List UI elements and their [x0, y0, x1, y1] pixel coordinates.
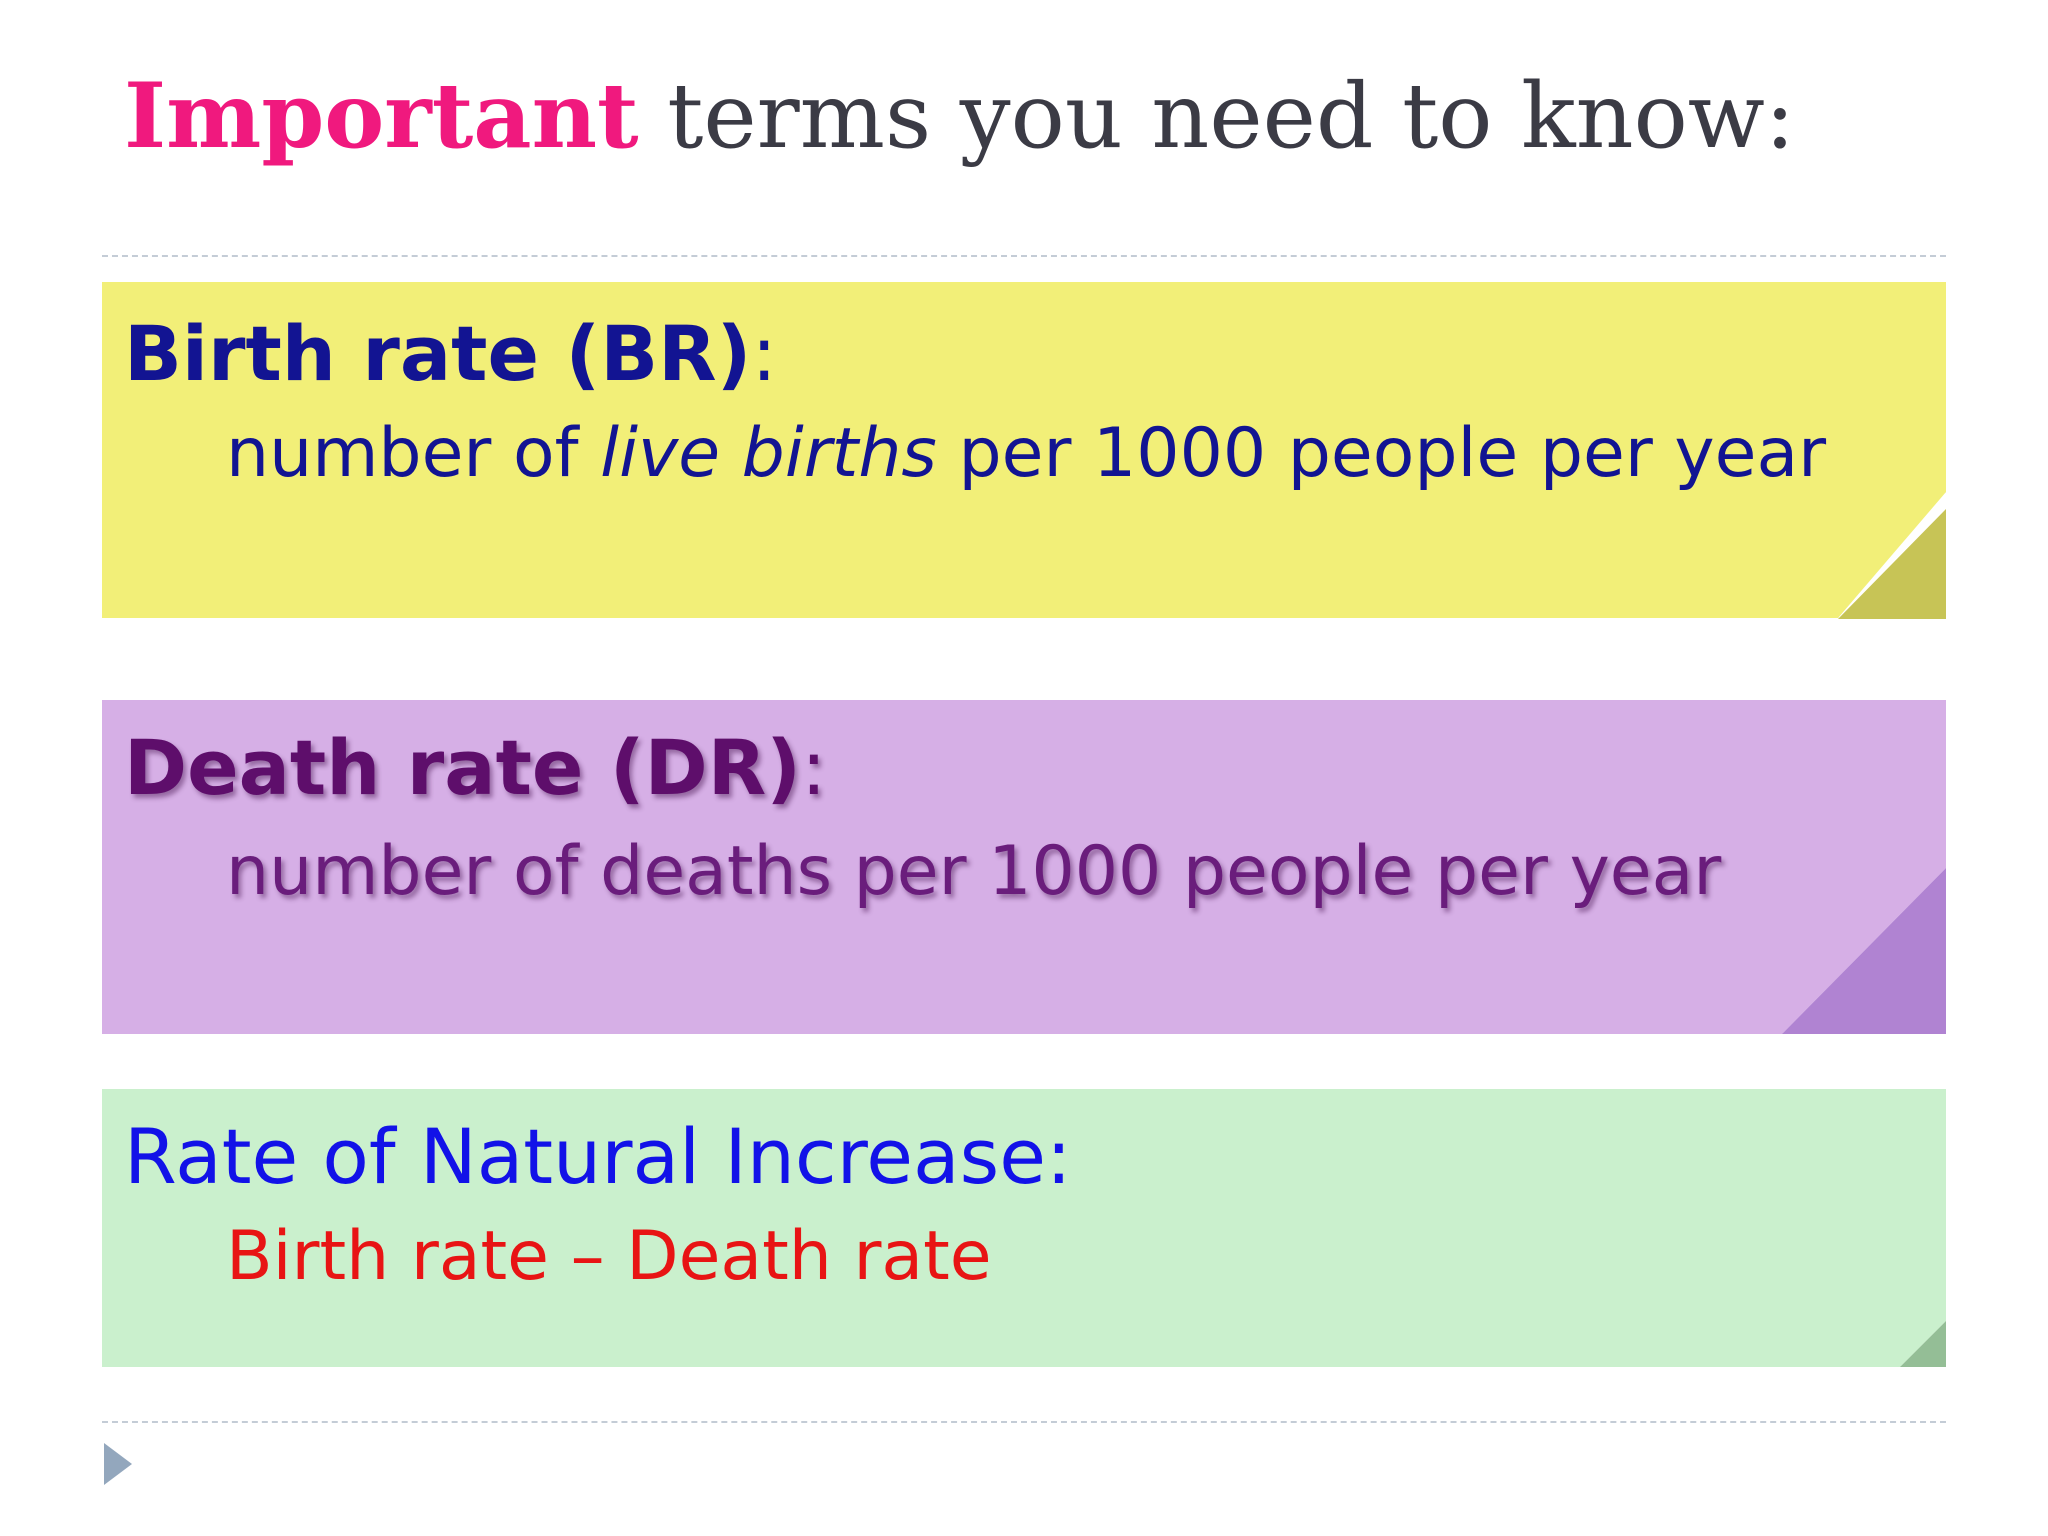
- birth-rate-term: Birth rate (BR):: [124, 316, 777, 392]
- birth-rate-colon: :: [751, 309, 777, 398]
- birth-rate-page-curl: [1838, 509, 1946, 619]
- death-rate-term-label: Death rate (DR): [124, 723, 801, 812]
- birth-rate-definition: number of live births per 1000 people pe…: [226, 420, 1826, 488]
- title-rest: terms you need to know:: [667, 64, 1796, 169]
- natural-increase-term: Rate of Natural Increase:: [124, 1112, 1072, 1201]
- top-divider: [102, 255, 1946, 257]
- slide-title: Important terms you need to know:: [124, 62, 1795, 171]
- birth-rate-def-pre: number of: [226, 414, 601, 493]
- birth-rate-def-post: per 1000 people per year: [936, 414, 1827, 493]
- death-rate-page-curl: [1782, 868, 1946, 1034]
- death-rate-note: Death rate (DR): number of deaths per 10…: [102, 700, 1946, 1034]
- death-rate-definition: number of deaths per 1000 people per yea…: [226, 832, 1722, 911]
- death-rate-term: Death rate (DR):: [124, 730, 827, 806]
- birth-rate-note: Birth rate (BR): number of live births p…: [102, 282, 1946, 618]
- natural-increase-note: Rate of Natural Increase: Birth rate – D…: [102, 1089, 1946, 1367]
- play-triangle-icon: [104, 1443, 132, 1485]
- title-emphasis: Important: [124, 63, 639, 169]
- birth-rate-def-italic: live births: [600, 414, 937, 493]
- natural-increase-page-curl: [1900, 1321, 1946, 1367]
- natural-increase-definition: Birth rate – Death rate: [226, 1217, 992, 1296]
- death-rate-colon: :: [801, 723, 827, 812]
- bottom-divider: [102, 1421, 1946, 1423]
- birth-rate-term-label: Birth rate (BR): [124, 309, 752, 398]
